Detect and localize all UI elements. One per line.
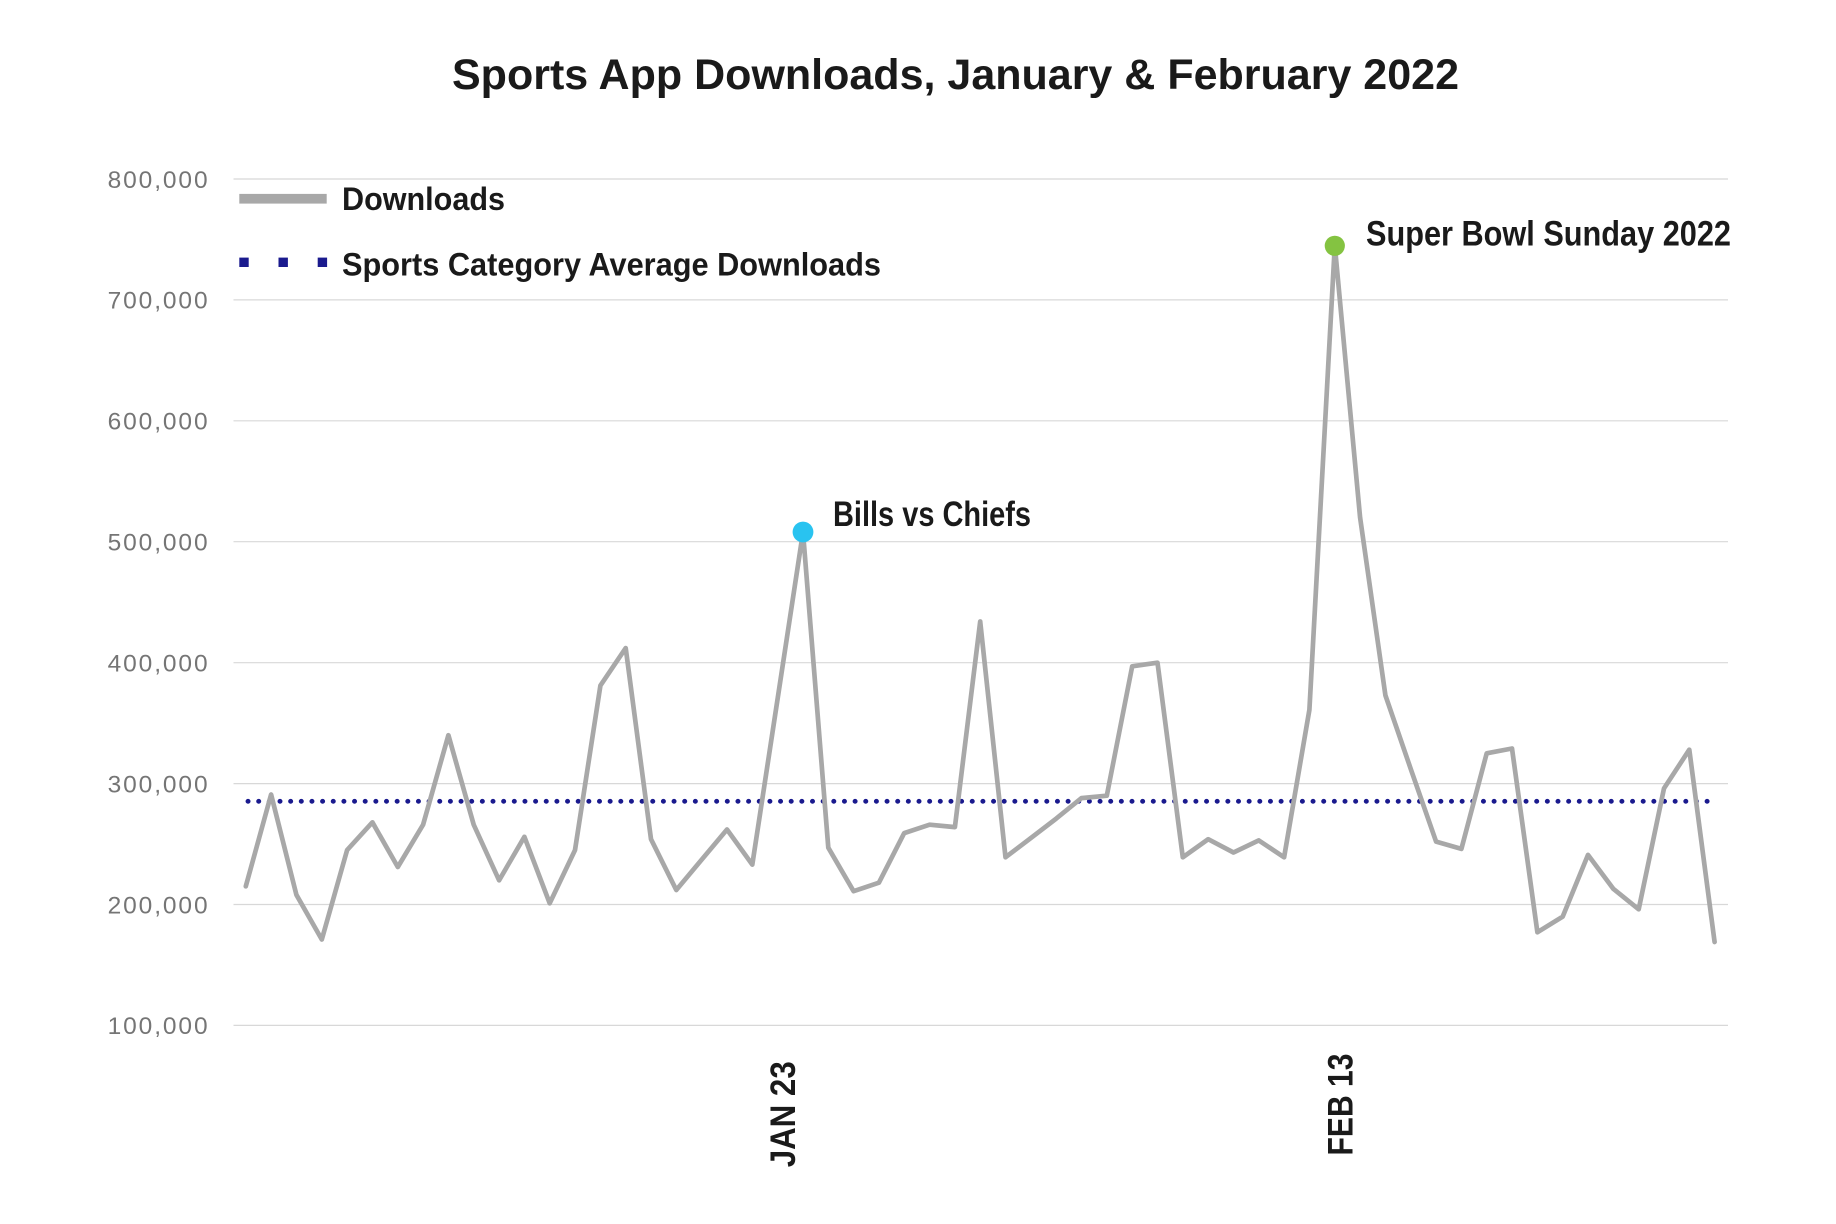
svg-text:800,000: 800,000 [108, 167, 208, 194]
svg-text:700,000: 700,000 [108, 288, 208, 315]
svg-text:500,000: 500,000 [108, 530, 208, 557]
svg-text:Downloads: Downloads [342, 181, 505, 217]
svg-text:FEB 13: FEB 13 [1322, 1054, 1361, 1156]
svg-text:Sports App Downloads, January: Sports App Downloads, January & February… [452, 51, 1459, 99]
svg-text:Sports Category Average Downlo: Sports Category Average Downloads [342, 246, 881, 282]
svg-text:Super Bowl Sunday 2022: Super Bowl Sunday 2022 [1366, 215, 1731, 254]
svg-text:200,000: 200,000 [108, 892, 208, 919]
svg-text:Bills vs Chiefs: Bills vs Chiefs [833, 495, 1031, 534]
svg-text:JAN 23: JAN 23 [764, 1061, 803, 1167]
svg-text:400,000: 400,000 [108, 651, 208, 678]
svg-text:300,000: 300,000 [108, 771, 208, 798]
svg-text:600,000: 600,000 [108, 409, 208, 436]
svg-text:100,000: 100,000 [108, 1013, 208, 1040]
